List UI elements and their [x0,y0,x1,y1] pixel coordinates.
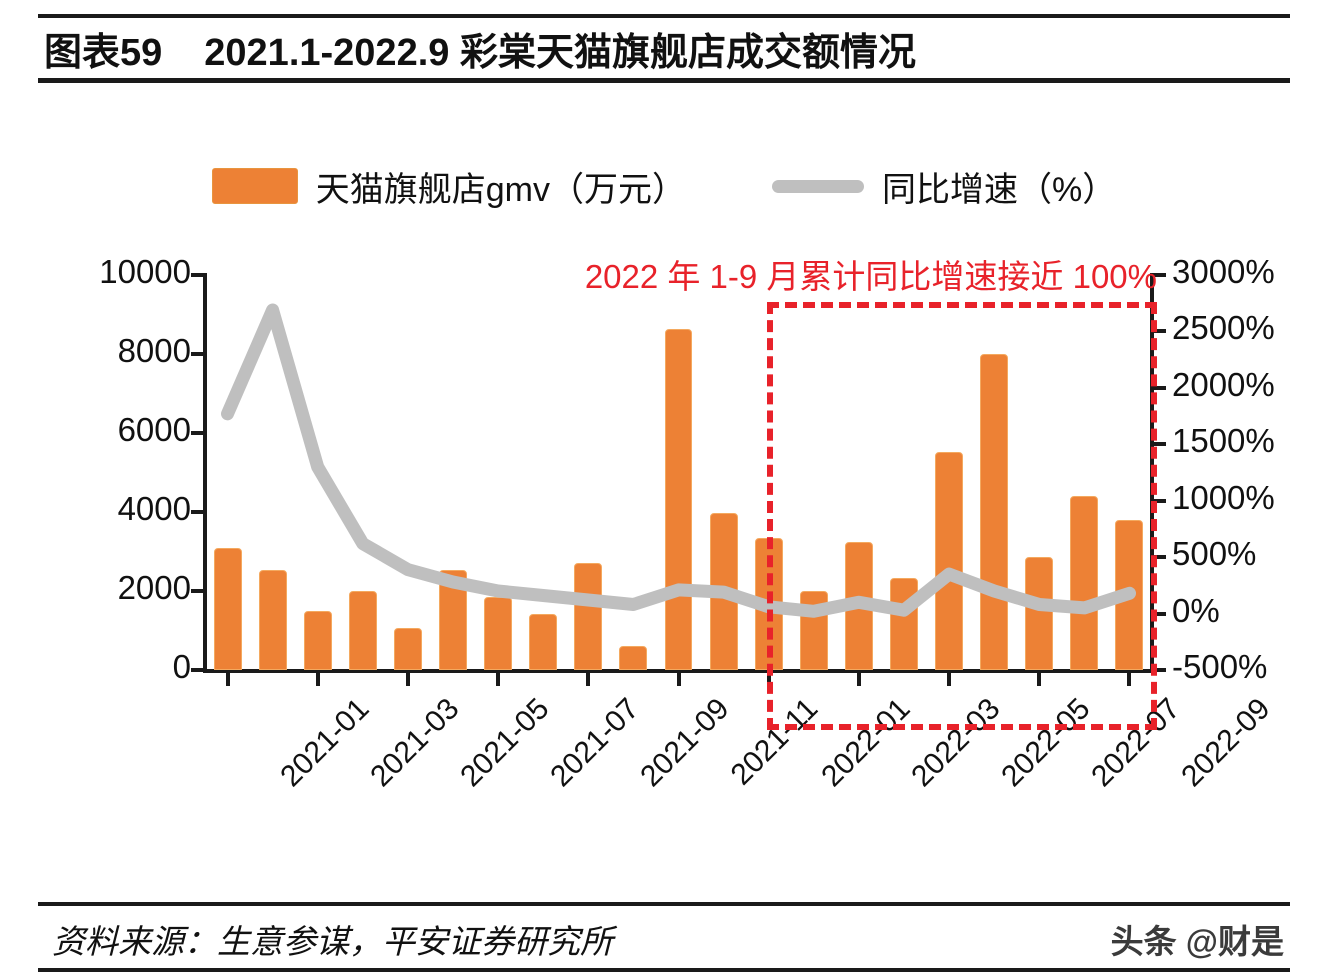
y-tick-right [1152,498,1166,503]
y-tick-right [1152,668,1166,672]
bar [393,627,422,670]
annotation-text: 2022 年 1-9 月累计同比增速接近 100% [584,258,1157,295]
bar [980,354,1009,670]
y-tick-label-left: 0 [172,648,191,685]
chart-legend: 天猫旗舰店gmv（万元） 同比增速（%） [0,158,1328,214]
x-axis [203,669,1154,673]
y-tick-right [1152,385,1166,390]
y-tick-label-right: -500% [1172,648,1268,685]
y-tick-label-left: 8000 [117,332,191,369]
growth-line [221,303,1136,618]
bar [664,329,693,670]
footer-bottom-rule [38,968,1290,972]
figure-title: 2021.1-2022.9 彩棠天猫旗舰店成交额情况 [204,31,916,74]
bar [619,646,648,670]
y-tick-label-right: 1500% [1172,422,1275,460]
y-tick-right [1152,273,1166,277]
x-tick [225,673,230,686]
x-tick [1127,673,1132,686]
x-tick [676,673,681,686]
y-tick-left [191,510,205,514]
x-tick [586,673,591,686]
y-tick-left [191,589,205,593]
y-tick-left [191,431,205,435]
line-series [221,303,1136,618]
chart-area: 0 2000 4000 6000 8000 10000 -500% 0% 500% 1000% 1… [0,240,1328,793]
figure-number: 图表59 [44,31,163,74]
y-tick-left [191,273,205,277]
x-tick [405,673,410,686]
y-tick-label-right: 0% [1172,591,1220,629]
page-title: 图表59 2021.1-2022.9 彩棠天猫旗舰店成交额情况 [44,20,1284,76]
watermark: 头条 @财是 [1110,923,1284,960]
annotation-dashed-box [766,302,1157,730]
bar [1070,496,1099,670]
bar [348,591,377,670]
y-tick-label-left: 6000 [117,411,191,448]
bar [889,577,918,670]
x-tick [1037,673,1042,686]
y-tick-label-left: 4000 [117,490,191,527]
y-tick-right [1152,611,1166,616]
x-tick [856,673,861,686]
y-tick-label-right: 2500% [1172,309,1275,347]
y-tick-label-right: 3000% [1172,253,1275,290]
y-tick-left [191,352,205,356]
y-axis-left [203,273,207,672]
y-tick-label-right: 1000% [1172,478,1275,516]
x-tick [496,673,501,686]
footer-top-rule [38,902,1290,906]
bar-swatch-icon [211,168,298,204]
y-tick-left [191,668,205,672]
y-tick-label-left: 2000 [117,569,191,606]
x-tick [315,673,320,686]
line-swatch-icon [772,179,864,193]
y-tick-right [1152,329,1166,334]
y-tick-label-right: 500% [1172,535,1257,573]
legend-item-gmv: 天猫旗舰店gmv（万元） [211,162,686,211]
legend-item-growth: 同比增速（%） [772,162,1116,211]
y-tick-right [1152,442,1166,447]
legend-label-growth: 同比增速（%） [882,170,1117,209]
bar [484,596,513,670]
header-top-rule [38,14,1290,18]
y-tick-label-left: 10000 [99,253,191,290]
source-note: 资料来源：生意参谋，平安证券研究所 [52,925,613,961]
y-tick-right [1152,555,1166,560]
header-bottom-rule [38,78,1290,83]
bar [935,451,964,670]
legend-label-gmv: 天猫旗舰店gmv（万元） [315,170,686,209]
bar [258,570,287,670]
y-tick-label-right: 2000% [1172,365,1275,403]
x-tick [947,673,952,686]
bar [529,613,558,670]
bar [213,548,242,670]
bar [1025,557,1054,670]
bar [303,610,332,670]
bar [574,562,603,670]
